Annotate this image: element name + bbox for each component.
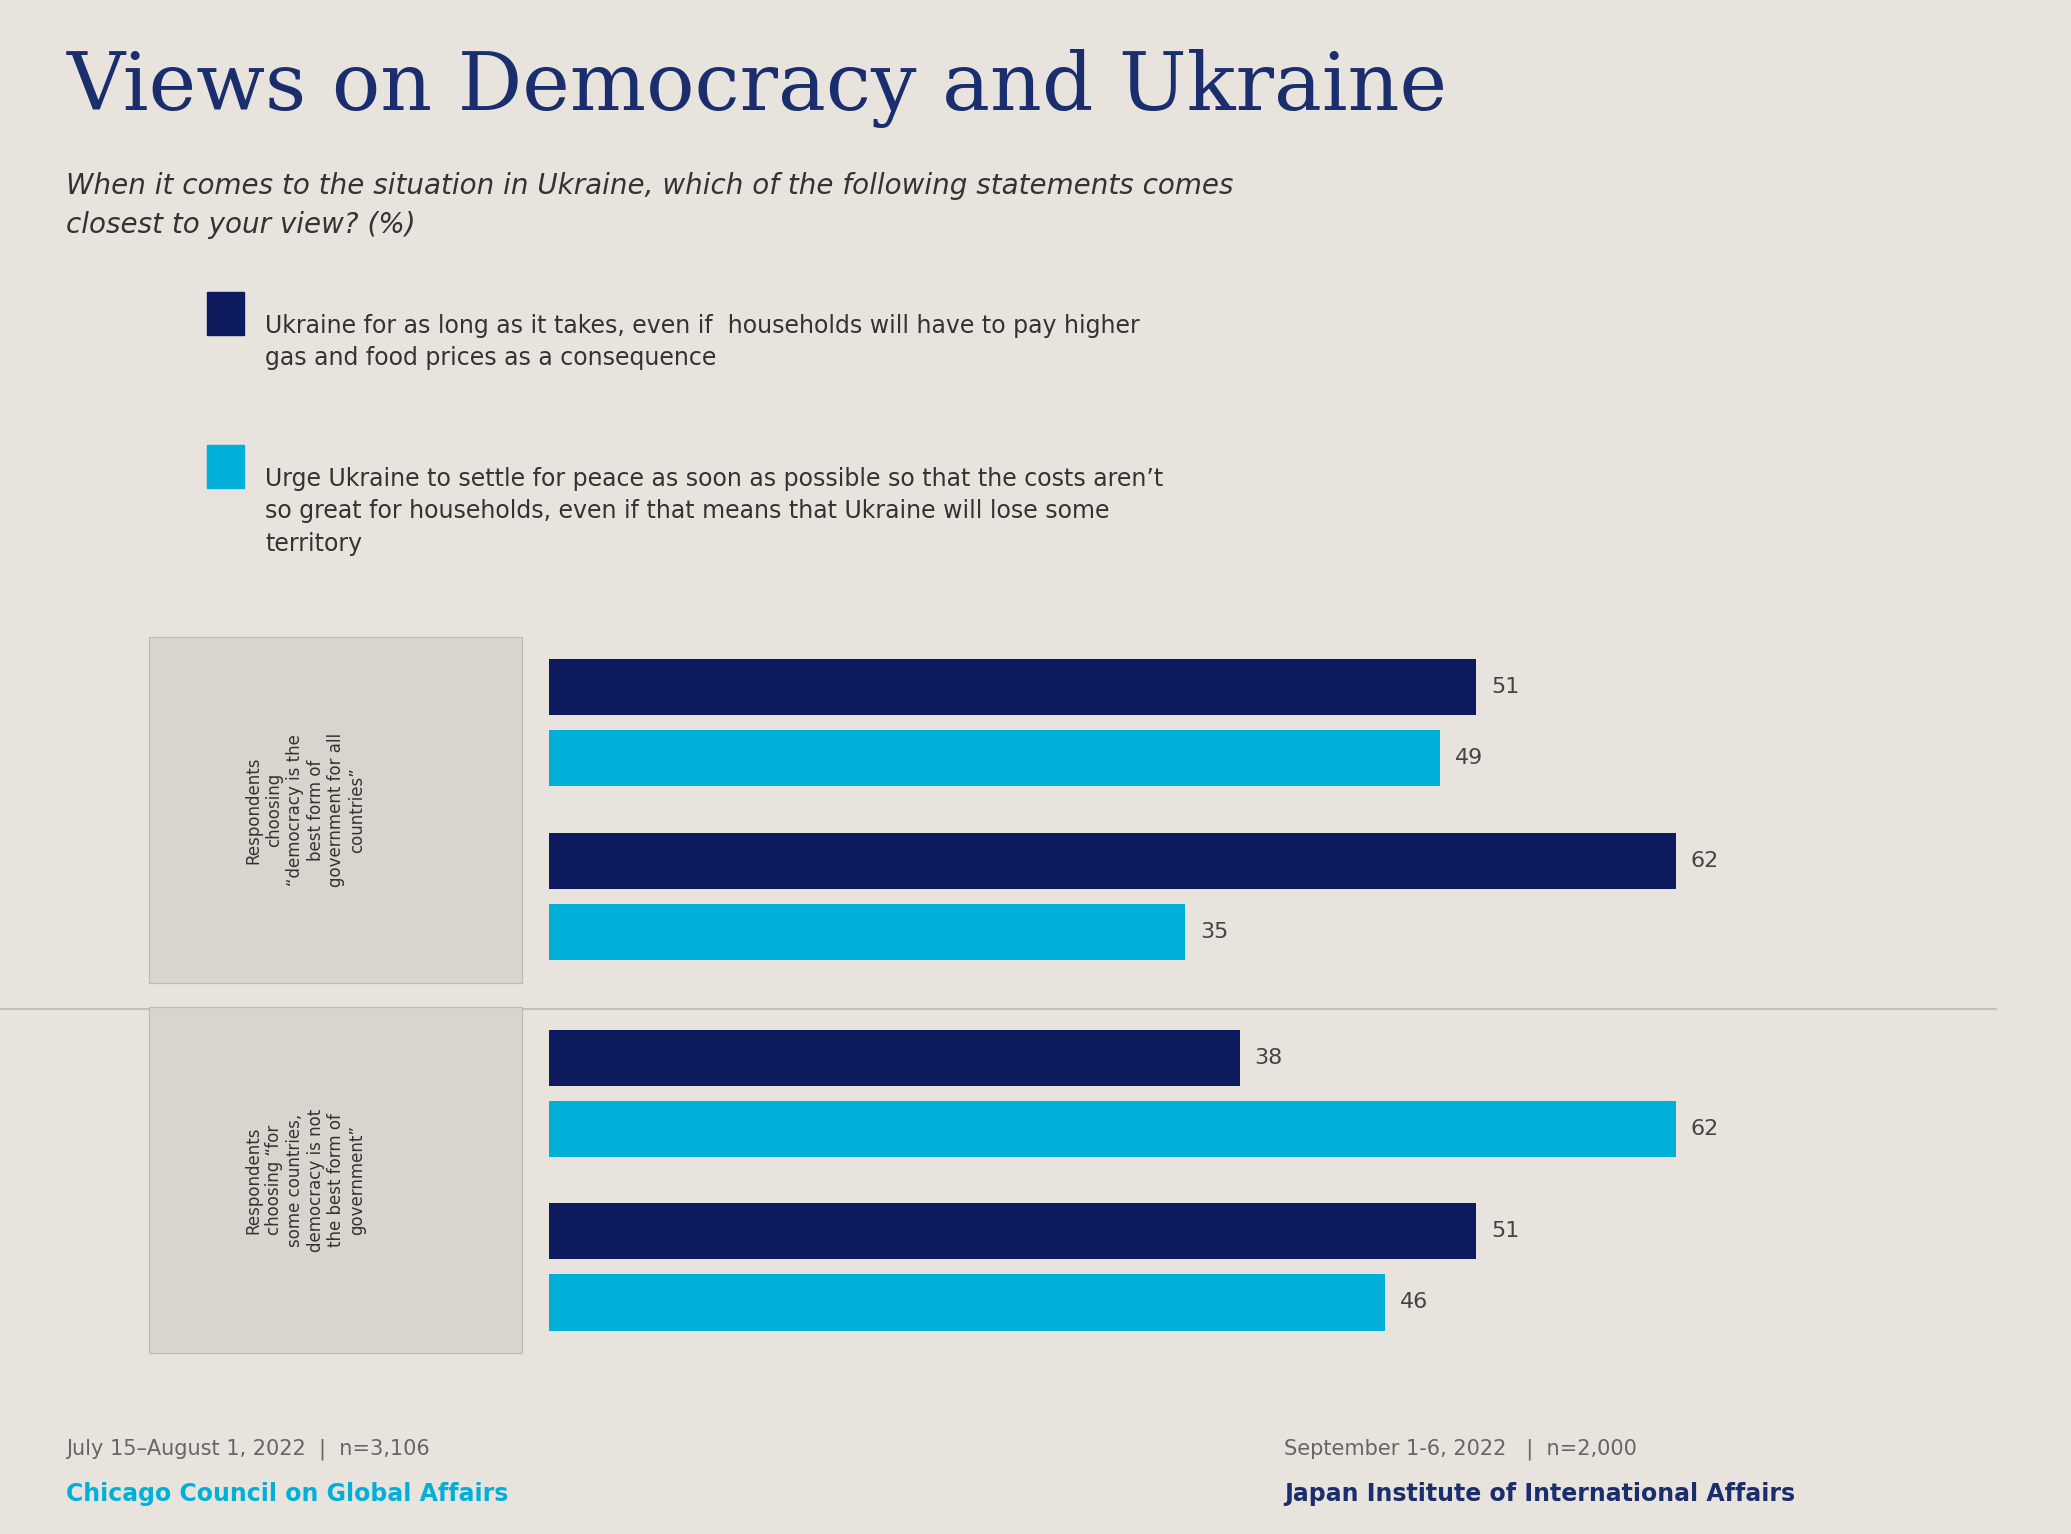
Bar [549, 1029, 1241, 1086]
Text: 38: 38 [1255, 1048, 1282, 1068]
Bar [549, 833, 1675, 890]
Text: 62: 62 [1692, 1118, 1719, 1138]
Text: Japanese: Japanese [420, 1083, 522, 1103]
Text: July 15–August 1, 2022  |  n=3,106: July 15–August 1, 2022 | n=3,106 [66, 1439, 431, 1460]
Text: 49: 49 [1454, 749, 1483, 769]
Text: 51: 51 [1491, 678, 1520, 698]
Text: Japanese: Japanese [420, 713, 522, 733]
Text: Japan Institute of International Affairs: Japan Institute of International Affairs [1284, 1482, 1796, 1506]
Text: 46: 46 [1400, 1293, 1429, 1313]
Text: 35: 35 [1199, 922, 1228, 942]
Text: Chicago Council on Global Affairs: Chicago Council on Global Affairs [66, 1482, 509, 1506]
Text: Respondents
choosing
“democracy is the
best form of
government for all
countries: Respondents choosing “democracy is the b… [244, 733, 367, 887]
Text: Views on Democracy and Ukraine: Views on Democracy and Ukraine [66, 49, 1448, 127]
Text: Ukraine for as long as it takes, even if  households will have to pay higher
gas: Ukraine for as long as it takes, even if… [265, 313, 1139, 370]
Text: Americans: Americans [404, 887, 522, 907]
Bar [549, 1275, 1385, 1330]
Bar [549, 904, 1185, 960]
Bar [549, 660, 1477, 715]
Text: 51: 51 [1491, 1221, 1520, 1241]
Text: Americans: Americans [404, 1256, 522, 1276]
Text: When it comes to the situation in Ukraine, which of the following statements com: When it comes to the situation in Ukrain… [66, 172, 1234, 239]
Text: Respondents
choosing “for
some countries,
democracy is not
the best form of
gove: Respondents choosing “for some countries… [244, 1109, 367, 1252]
Bar [549, 1203, 1477, 1259]
Bar [549, 1100, 1675, 1157]
Text: 62: 62 [1692, 851, 1719, 871]
Text: September 1-6, 2022   |  n=2,000: September 1-6, 2022 | n=2,000 [1284, 1439, 1636, 1460]
Text: Urge Ukraine to settle for peace as soon as possible so that the costs aren’t
so: Urge Ukraine to settle for peace as soon… [265, 466, 1164, 555]
Bar [549, 730, 1439, 787]
